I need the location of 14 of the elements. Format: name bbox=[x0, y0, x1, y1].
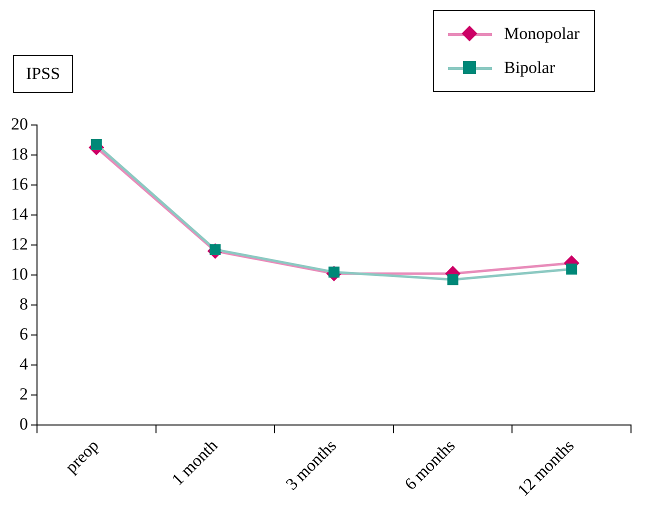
y-tick-label: 10 bbox=[11, 264, 28, 284]
y-axis-title: IPSS bbox=[13, 55, 74, 93]
legend-label: Bipolar bbox=[504, 58, 555, 78]
y-tick-label: 14 bbox=[11, 204, 28, 224]
y-tick-label: 18 bbox=[11, 144, 28, 164]
y-tick-label: 8 bbox=[20, 294, 28, 314]
y-tick-label: 2 bbox=[20, 384, 28, 404]
legend-label: Monopolar bbox=[504, 24, 580, 44]
y-tick-label: 20 bbox=[11, 114, 28, 134]
y-tick-label: 16 bbox=[11, 174, 28, 194]
y-tick-label: 4 bbox=[20, 354, 28, 374]
y-tick-label: 12 bbox=[11, 234, 28, 254]
y-tick-label: 0 bbox=[20, 414, 28, 434]
y-tick-label: 6 bbox=[20, 324, 28, 344]
